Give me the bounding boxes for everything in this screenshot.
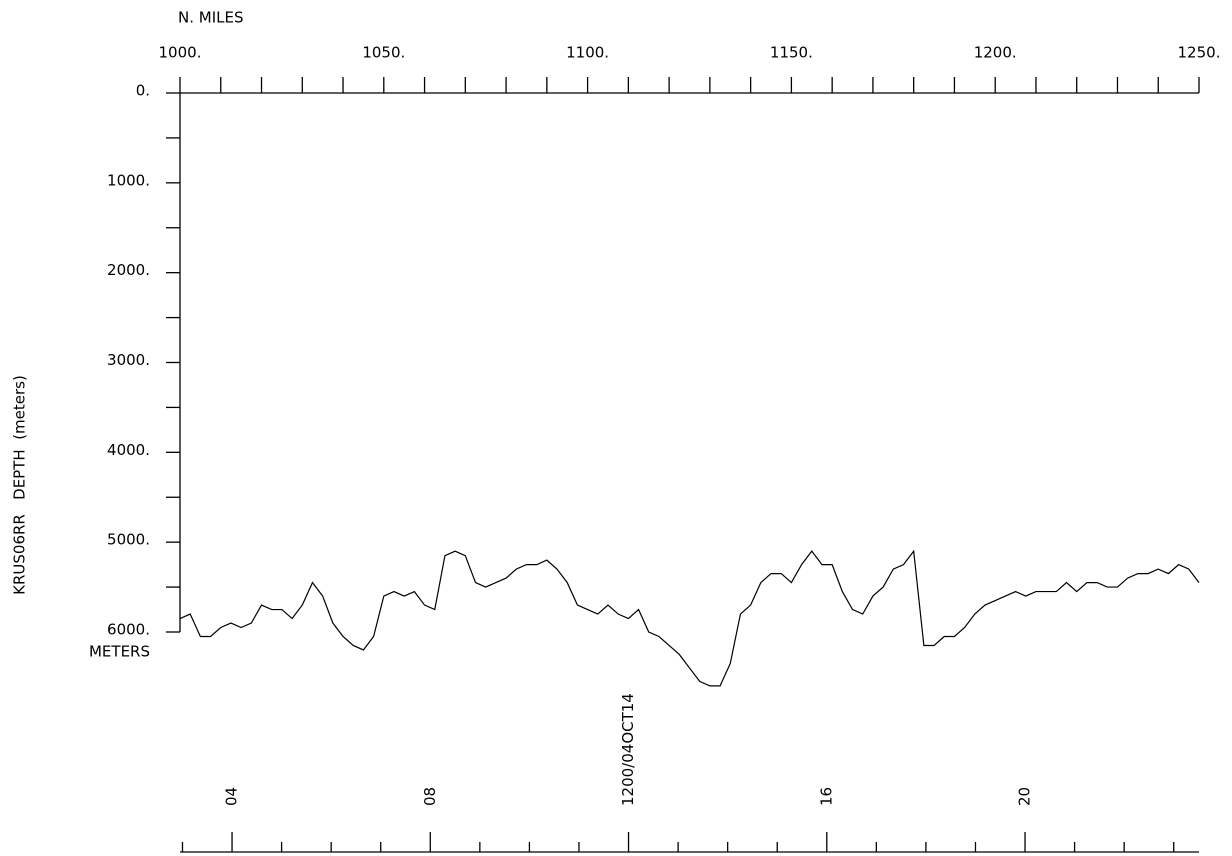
y-axis-title: KRUS06RR DEPTH (meters) [11, 375, 29, 595]
y-tick-label: 5000. [107, 531, 150, 549]
x-tick-label: 1100. [566, 44, 609, 62]
x-tick-label: 1050. [362, 44, 405, 62]
x-tick-label: 1000. [159, 44, 202, 62]
y-unit-label: METERS [89, 643, 150, 661]
x2-tick-label: 04 [223, 787, 241, 806]
y-tick-label: 0. [136, 82, 150, 100]
x-tick-label: 1250. [1178, 44, 1221, 62]
x2-tick-label: 08 [421, 787, 439, 806]
y-tick-label: 2000. [107, 261, 150, 279]
x2-tick-label: 20 [1016, 787, 1034, 806]
x-tick-label: 1200. [974, 44, 1017, 62]
x2-tick-label: 16 [817, 787, 835, 806]
x2-tick-label: 1200/04OCT14 [619, 693, 637, 806]
x-tick-label: 1150. [770, 44, 813, 62]
y-tick-label: 1000. [107, 171, 150, 189]
y-tick-label: 4000. [107, 441, 150, 459]
y-tick-label: 6000. [107, 621, 150, 639]
depth-line [179, 549, 1200, 687]
y-tick-label: 3000. [107, 351, 150, 369]
x-axis-title: N. MILES [178, 9, 243, 27]
